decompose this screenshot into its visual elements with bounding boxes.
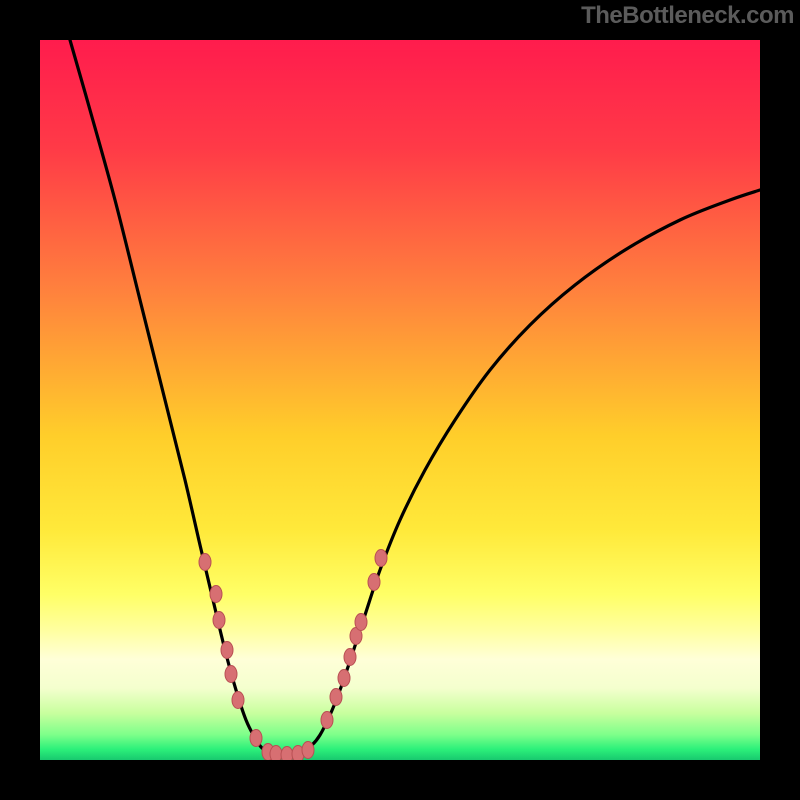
data-marker — [355, 614, 367, 631]
bottleneck-chart — [0, 0, 800, 800]
data-marker — [330, 689, 342, 706]
data-marker — [302, 742, 314, 759]
data-marker — [221, 642, 233, 659]
data-marker — [321, 712, 333, 729]
data-marker — [250, 730, 262, 747]
watermark-text: TheBottleneck.com — [581, 2, 794, 30]
data-marker — [368, 574, 380, 591]
data-marker — [225, 666, 237, 683]
data-marker — [344, 649, 356, 666]
chart-container: TheBottleneck.com — [0, 0, 800, 800]
gradient-background — [40, 40, 760, 760]
data-marker — [270, 746, 282, 763]
data-marker — [199, 554, 211, 571]
data-marker — [210, 586, 222, 603]
data-marker — [338, 670, 350, 687]
data-marker — [232, 692, 244, 709]
data-marker — [375, 550, 387, 567]
data-marker — [213, 612, 225, 629]
